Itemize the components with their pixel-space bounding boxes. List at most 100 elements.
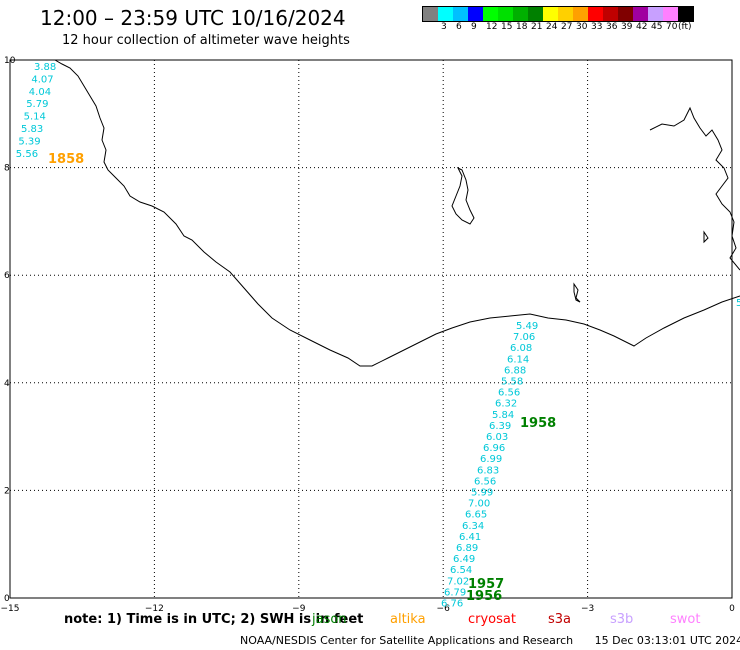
track-value-label: 6.41 bbox=[459, 532, 481, 543]
map-frame bbox=[9, 59, 733, 599]
y-tick-label: 10 bbox=[4, 56, 16, 66]
legend-swatch bbox=[588, 7, 603, 21]
y-tick-label: 8 bbox=[4, 164, 10, 174]
track-value-label: 7.06 bbox=[513, 332, 535, 343]
color-scale-legend bbox=[422, 6, 694, 22]
track-value-label: 6.56 bbox=[498, 388, 520, 399]
track-value-label: 5.39 bbox=[18, 136, 40, 147]
track-value-label: 5.84 bbox=[492, 410, 514, 421]
legend-label: 33 bbox=[591, 22, 603, 32]
map-subtitle: 12 hour collection of altimeter wave hei… bbox=[62, 33, 350, 48]
legend-swatch bbox=[678, 7, 693, 21]
track-value-label: 5.49 bbox=[516, 321, 538, 332]
credit-text: NOAA/NESDIS Center for Satellite Applica… bbox=[240, 634, 574, 647]
coastline-right-landmass bbox=[649, 106, 740, 271]
track-value-label: 6.34 bbox=[462, 521, 484, 532]
legend-swatch bbox=[453, 7, 468, 21]
coastline bbox=[54, 59, 740, 367]
track-value-label: 6.79 bbox=[444, 587, 466, 598]
track-value-label: 5.56 bbox=[16, 149, 38, 160]
x-tick-label: −12 bbox=[145, 604, 164, 614]
track-value-label: 5.14 bbox=[24, 112, 46, 123]
legend-swatch bbox=[468, 7, 483, 21]
track-value-label: 7.02 bbox=[447, 576, 469, 587]
legend-label: 9 bbox=[471, 22, 477, 32]
legend-label: 45 bbox=[651, 22, 663, 32]
satellite-legend-item: cryosat bbox=[468, 612, 516, 627]
legend-swatch bbox=[558, 7, 573, 21]
track-value-label: 4.04 bbox=[29, 87, 51, 98]
y-tick-label: 4 bbox=[4, 379, 10, 389]
y-tick-label: 0 bbox=[4, 594, 10, 604]
track-value-label: 6.99 bbox=[480, 454, 502, 465]
legend-swatch bbox=[528, 7, 543, 21]
legend-label: 39 bbox=[621, 22, 633, 32]
legend-swatch bbox=[483, 7, 498, 21]
legend-swatch bbox=[498, 7, 513, 21]
track-time-label: 1957 bbox=[468, 577, 504, 592]
legend-label: 12 bbox=[486, 22, 498, 32]
legend-label: 36 bbox=[606, 22, 618, 32]
track-value-label: 6.49 bbox=[453, 554, 475, 565]
track-value-label: 6.08 bbox=[510, 343, 532, 354]
legend-unit: (ft) bbox=[678, 22, 692, 32]
y-tick-label: 2 bbox=[4, 486, 10, 496]
coastline-island-center bbox=[451, 166, 475, 225]
track-value-label: 6.03 bbox=[486, 432, 508, 443]
color-scale-labels: 3 6 9 12 15 18 21 24 27 30 33 36 39 42 45 70 (ft) bbox=[422, 22, 740, 34]
legend-label: 3 bbox=[441, 22, 447, 32]
x-tick-label: −6 bbox=[437, 604, 451, 614]
track-value-label: 5.58 bbox=[501, 377, 523, 388]
track-value-label: 5.79 bbox=[26, 99, 48, 110]
legend-swatch bbox=[543, 7, 558, 21]
map-title: 12:00 – 23:59 UTC 10/16/2024 bbox=[40, 6, 346, 30]
footnote-text: note: 1) Time is in UTC; 2) SWH is in fe… bbox=[64, 612, 364, 627]
satellite-legend-item: s3a bbox=[548, 612, 572, 627]
track-value-label: 6.32 bbox=[495, 399, 517, 410]
legend-label: 42 bbox=[636, 22, 648, 32]
coastline-small-island bbox=[573, 282, 581, 303]
coastline-main bbox=[54, 59, 740, 367]
track-value-label: 6.65 bbox=[465, 510, 487, 521]
legend-label: 21 bbox=[531, 22, 543, 32]
legend-label: 30 bbox=[576, 22, 588, 32]
timestamp: 15 Dec 03:13:01 UTC 2024 bbox=[594, 634, 740, 647]
legend-swatch bbox=[648, 7, 663, 21]
x-tick-label: −3 bbox=[581, 604, 594, 614]
satellite-legend-item: swot bbox=[670, 612, 701, 627]
x-tick-label: 0 bbox=[729, 604, 735, 614]
legend-swatch bbox=[438, 7, 453, 21]
track-value-label: 5.83 bbox=[21, 124, 43, 135]
satellite-track-values: 3.884.07 4.045.79 5.145.835.39 5.56 1858 5.49… bbox=[16, 62, 740, 610]
legend-label: 24 bbox=[546, 22, 558, 32]
coastline-right-island bbox=[703, 230, 709, 244]
legend-label: 27 bbox=[561, 22, 573, 32]
map-grid: −15 −12 −9 −6 −3 0 0 2 4 6 8 10 bbox=[1, 56, 736, 614]
satellite-legend-item: altika bbox=[390, 612, 426, 627]
footnote: note: 1) Time is in UTC; 2) SWH is in fe… bbox=[64, 612, 363, 627]
legend-label: 15 bbox=[501, 22, 513, 32]
track-value-label: 3.88 bbox=[34, 62, 56, 73]
track-value-label: 6.96 bbox=[483, 443, 505, 454]
track-time-label: 1958 bbox=[520, 416, 556, 431]
legend-swatch bbox=[663, 7, 678, 21]
legend-swatch bbox=[618, 7, 633, 21]
track-value-label: 6.56 bbox=[474, 476, 496, 487]
track-value-label: 4.07 bbox=[31, 74, 53, 85]
track-value-label: 6.83 bbox=[477, 465, 499, 476]
legend-label: 70 bbox=[666, 22, 678, 32]
satellite-legend-item: jason bbox=[312, 612, 347, 627]
legend-swatch bbox=[603, 7, 618, 21]
track-value-label: 6.14 bbox=[507, 354, 529, 365]
track-value-label: 5.99 bbox=[471, 488, 493, 499]
track-value-label: 6.76 bbox=[441, 599, 463, 610]
satellite-legend-item: s3b bbox=[610, 612, 634, 627]
track-value-label: 6.54 bbox=[450, 565, 472, 576]
track-value-label: 6.89 bbox=[456, 543, 478, 554]
legend-swatch bbox=[573, 7, 588, 21]
edge-value-label: 5 bbox=[736, 298, 740, 309]
x-tick-label: −9 bbox=[292, 604, 306, 614]
track-value-label: 6.88 bbox=[504, 365, 526, 376]
x-tick-label: −15 bbox=[1, 604, 20, 614]
